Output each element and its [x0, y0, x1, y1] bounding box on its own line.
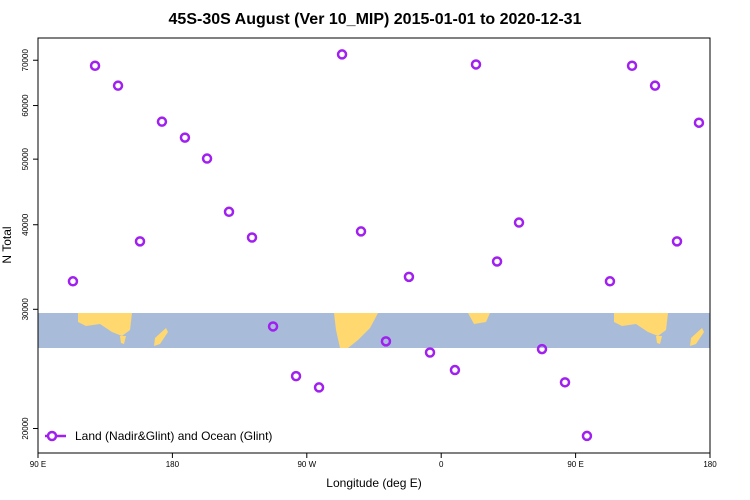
- y-tick-label: 60000: [21, 94, 30, 117]
- y-tick-label: 20000: [21, 417, 30, 440]
- point: [179, 132, 191, 143]
- y-tick-label: 30000: [21, 298, 30, 321]
- point: [626, 60, 638, 71]
- point: [470, 59, 482, 70]
- x-axis-label: Longitude (deg E): [326, 476, 421, 490]
- point: [313, 382, 325, 393]
- point: [513, 217, 525, 228]
- x-tick-label: 90 E: [567, 460, 583, 469]
- point: [403, 271, 415, 283]
- x-tick-label: 0: [439, 460, 444, 469]
- point: [156, 116, 168, 127]
- point: [380, 336, 392, 347]
- chart-title: 45S-30S August (Ver 10_MIP) 2015-01-01 t…: [169, 11, 582, 28]
- point: [693, 117, 705, 128]
- point: [201, 153, 213, 164]
- x-tick-label: 180: [166, 460, 180, 469]
- point: [267, 321, 279, 332]
- point: [355, 226, 367, 237]
- point: [290, 370, 302, 382]
- legend-marker: [46, 430, 58, 442]
- point: [581, 430, 593, 442]
- y-tick-label: 70000: [21, 49, 30, 72]
- point: [536, 343, 548, 355]
- x-tick-label: 90 E: [30, 460, 46, 469]
- legend: Land (Nadir&Glint) and Ocean (Glint): [45, 429, 272, 443]
- point: [559, 377, 571, 388]
- point: [134, 236, 146, 247]
- point: [491, 256, 503, 267]
- point: [649, 80, 661, 91]
- map-strip: [38, 313, 710, 348]
- y-tick-label: 40000: [21, 213, 30, 236]
- x-tick-label: 180: [703, 460, 717, 469]
- x-tick-label: 90 W: [297, 460, 316, 469]
- point: [89, 60, 101, 71]
- point: [424, 347, 436, 358]
- plot-frame: [37, 37, 711, 454]
- point: [223, 206, 235, 218]
- y-tick-label: 50000: [21, 147, 30, 170]
- point: [671, 236, 683, 247]
- legend-label: Land (Nadir&Glint) and Ocean (Glint): [75, 429, 272, 443]
- point: [449, 364, 461, 376]
- point: [604, 276, 616, 287]
- y-axis-label: N Total: [0, 226, 14, 263]
- point: [246, 232, 258, 243]
- point: [336, 49, 348, 60]
- point: [112, 80, 124, 91]
- point: [67, 276, 79, 287]
